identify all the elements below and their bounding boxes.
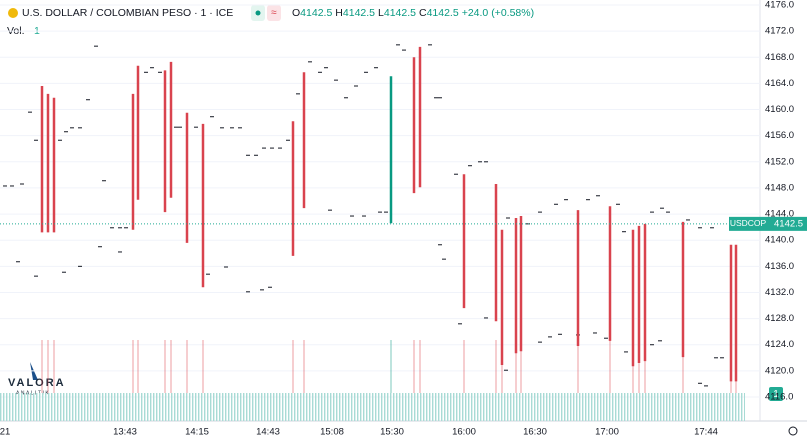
y-tick-label: 4156.0: [765, 130, 794, 141]
x-tick-label: 15:30: [380, 427, 404, 438]
y-tick-label: 4124.0: [765, 339, 794, 350]
x-tick-label: 15:08: [320, 427, 344, 438]
y-tick-label: 4148.0: [765, 182, 794, 193]
x-tick-label: 16:00: [452, 427, 476, 438]
x-tick-label: 16:30: [523, 427, 547, 438]
y-tick-label: 4168.0: [765, 52, 794, 63]
x-tick-label: 14:43: [256, 427, 280, 438]
y-tick-label: 4128.0: [765, 313, 794, 324]
delay-icon: ≈: [271, 8, 277, 19]
change: +24.0 (+0.58%): [462, 7, 534, 19]
ohlc-key: L: [378, 7, 384, 19]
x-tick-label: 14:15: [185, 427, 209, 438]
y-tick-label: 4172.0: [765, 26, 794, 37]
settings-button[interactable]: [788, 426, 798, 436]
y-tick-label: 4120.0: [765, 365, 794, 376]
ohlc-value: 4142.5: [384, 7, 416, 19]
y-tick-label: 4136.0: [765, 261, 794, 272]
chart-title: U.S. DOLLAR / COLOMBIAN PESO · 1 · ICE: [22, 7, 233, 19]
ohlc-value: 4142.5: [427, 7, 459, 19]
x-tick-label: 17:00: [595, 427, 619, 438]
logo: VALORA: [8, 377, 66, 389]
y-tick-label: 4152.0: [765, 156, 794, 167]
x-tick-label: 17:44: [694, 427, 718, 438]
ohlc-value: 4142.5: [343, 7, 375, 19]
y-tick-label: 4144.0: [765, 209, 794, 220]
delay-button[interactable]: [267, 5, 281, 21]
y-tick-label: 4160.0: [765, 104, 794, 115]
y-tick-label: 4132.0: [765, 287, 794, 298]
ohlc-legend: O 4142.5 H 4142.5 L 4142.5 C 4142.5 +24.0 (+0.58…: [292, 7, 534, 19]
ohlc-key: H: [335, 7, 343, 19]
ohlc-key: O: [292, 7, 300, 19]
volume-axis-label: 1: [773, 389, 779, 400]
symbol-tag-text: USDCOP: [730, 218, 767, 228]
volume-band: [0, 393, 745, 421]
symbol-tag: [729, 216, 767, 231]
y-tick-label: 4116.0: [765, 392, 793, 403]
x-tick-label: 13:43: [113, 427, 137, 438]
x-tick-label: 21: [0, 427, 10, 438]
symbol-icon: [8, 8, 18, 18]
y-tick-label: 4140.0: [765, 235, 794, 246]
status-dot: [255, 10, 261, 16]
y-tick-label: 4176.0: [765, 0, 794, 11]
price-tag: [767, 216, 807, 231]
y-tick-label: 4164.0: [765, 78, 794, 89]
ohlc-key: C: [419, 7, 427, 19]
ohlc-value: 4142.5: [300, 7, 332, 19]
volume-axis-badge: [769, 387, 783, 401]
price-tag-text: 4142.5: [774, 218, 803, 229]
